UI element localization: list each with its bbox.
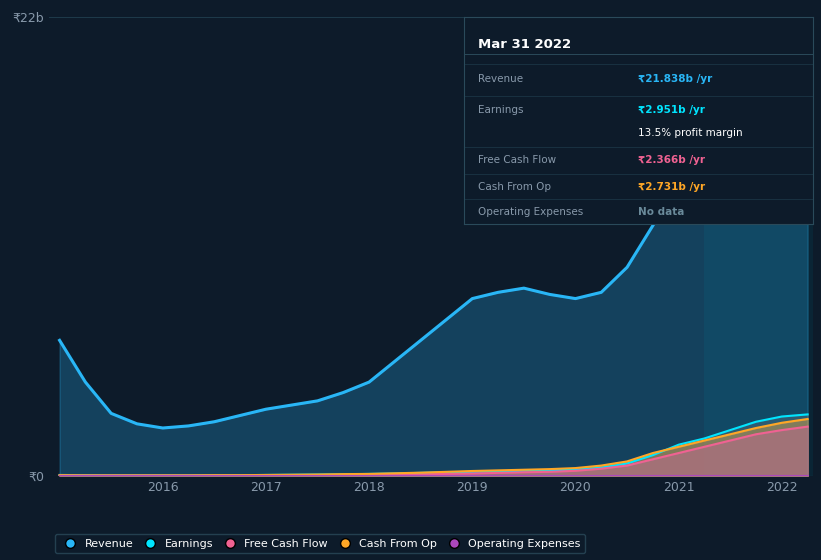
Text: ₹21.838b /yr: ₹21.838b /yr (639, 74, 713, 84)
Text: No data: No data (639, 207, 685, 217)
Text: ₹2.366b /yr: ₹2.366b /yr (639, 155, 705, 165)
Text: ₹2.951b /yr: ₹2.951b /yr (639, 105, 705, 115)
Text: Free Cash Flow: Free Cash Flow (478, 155, 556, 165)
Text: Mar 31 2022: Mar 31 2022 (478, 38, 571, 50)
Text: Earnings: Earnings (478, 105, 523, 115)
Text: Revenue: Revenue (478, 74, 523, 84)
Bar (704, 17, 813, 476)
Text: 13.5% profit margin: 13.5% profit margin (639, 128, 743, 138)
Legend: Revenue, Earnings, Free Cash Flow, Cash From Op, Operating Expenses: Revenue, Earnings, Free Cash Flow, Cash … (55, 534, 585, 553)
Text: Operating Expenses: Operating Expenses (478, 207, 583, 217)
Text: ₹2.731b /yr: ₹2.731b /yr (639, 181, 705, 192)
Text: Cash From Op: Cash From Op (478, 181, 551, 192)
